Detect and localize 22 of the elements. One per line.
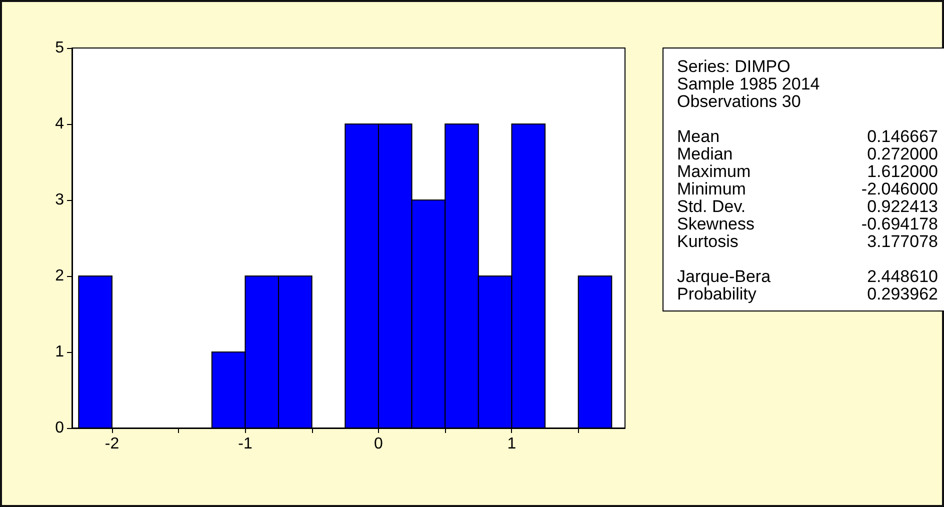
text: Probability 0.293962 [677, 284, 938, 304]
y-tick-label: 3 [55, 192, 64, 208]
text: Sample 1985 2014 [677, 74, 820, 94]
text: Std. Dev. 0.922413 [677, 197, 938, 216]
text: Mean 0.146667 [677, 127, 938, 146]
text: Median 0.272000 [677, 144, 938, 164]
text: Observations 30 [677, 92, 801, 111]
text: Kurtosis 3.177078 [677, 232, 938, 251]
y-tick-label: 5 [55, 40, 64, 56]
x-tick-label: -1 [238, 436, 252, 452]
x-tick-label: -2 [104, 436, 120, 452]
text: Maximum 1.612000 [677, 162, 938, 181]
text: Minimum -2.046000 [677, 180, 938, 198]
x-tick-label: 0 [374, 436, 384, 452]
text: Series: DIMPO [677, 57, 790, 76]
y-tick-label: 1 [55, 344, 64, 360]
text: Skewness -0.694178 [677, 214, 938, 234]
y-tick-label: 0 [55, 420, 64, 436]
y-tick-label: 4 [55, 116, 64, 132]
y-tick-label: 2 [55, 268, 64, 284]
text: Jarque-Bera 2.448610 [677, 267, 938, 286]
x-tick-label: 1 [507, 436, 516, 452]
